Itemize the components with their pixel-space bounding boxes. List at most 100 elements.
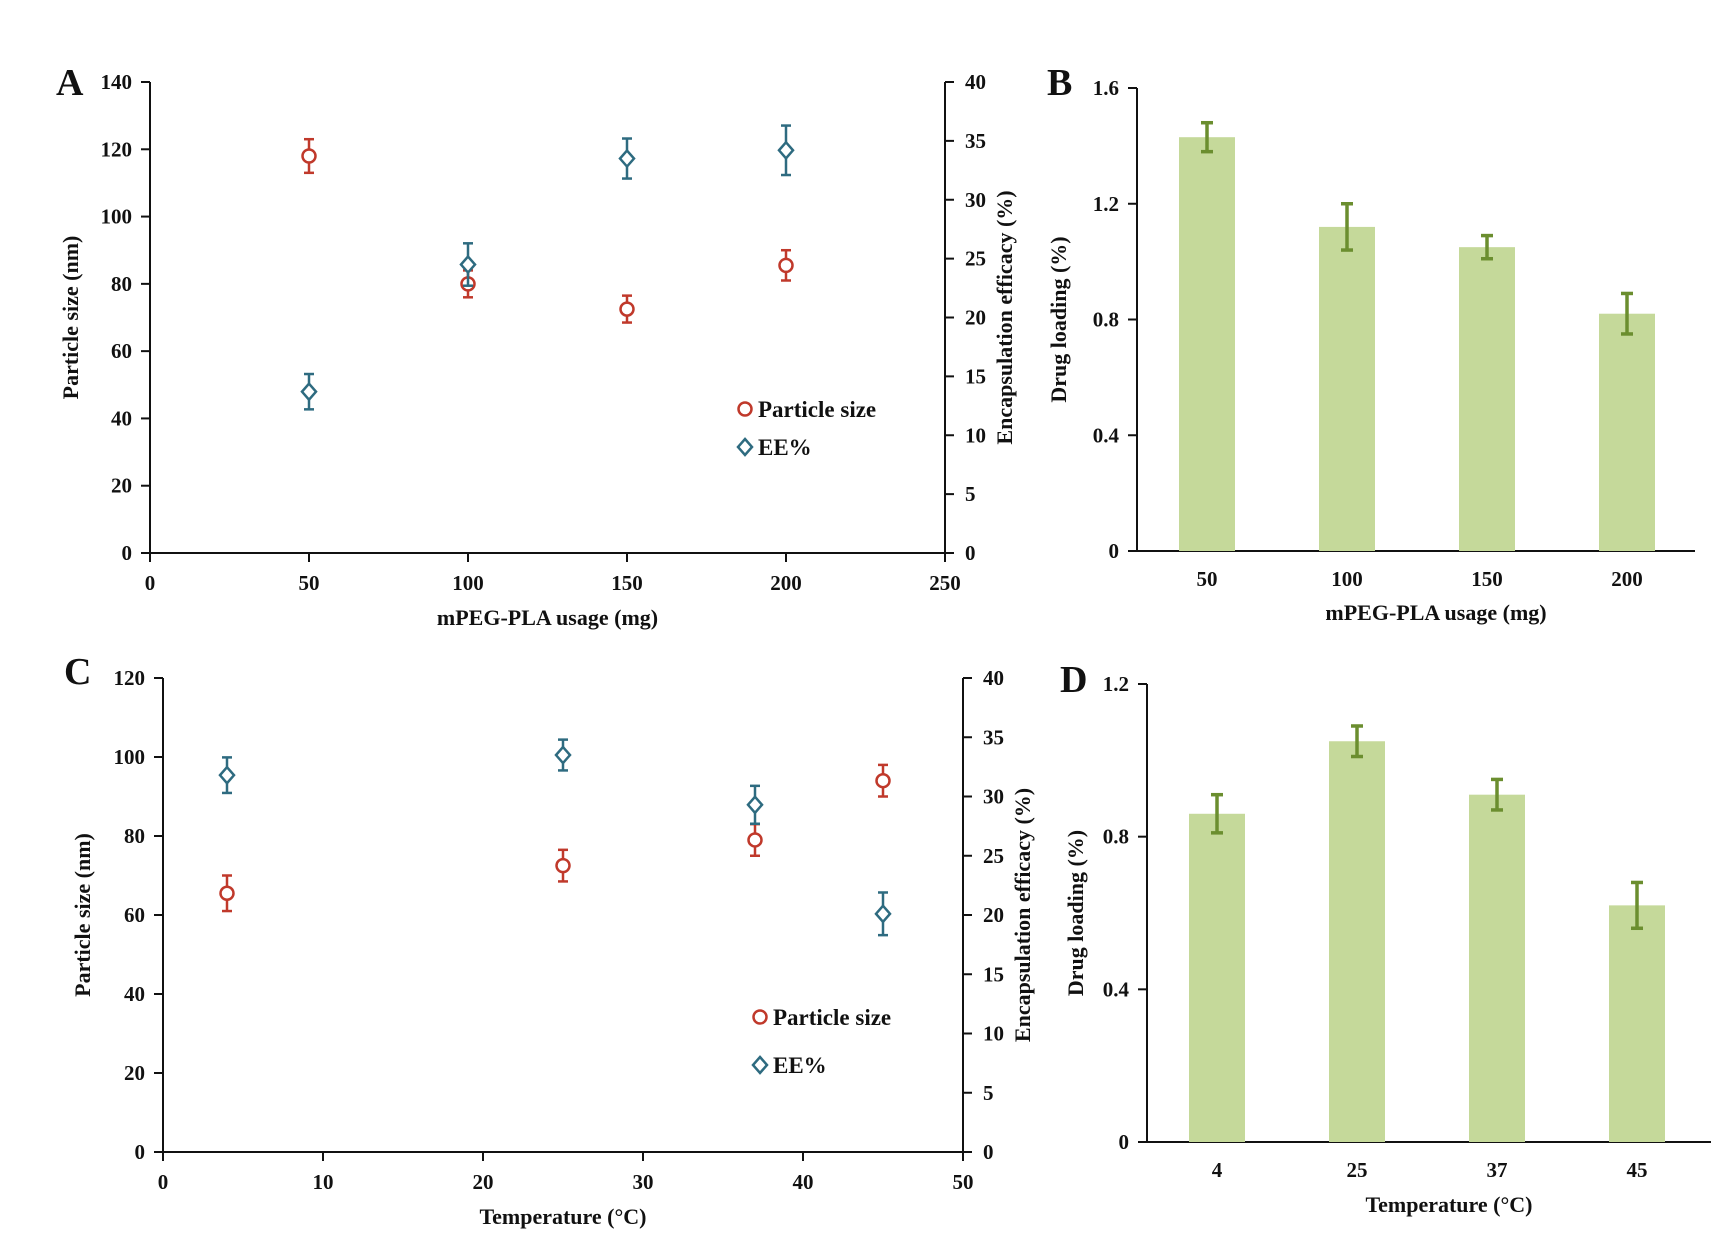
legend: Particle size EE%: [736, 397, 876, 460]
y-axis-title: Drug loading (%): [1063, 830, 1088, 996]
y2-tick-label: 25: [965, 247, 986, 271]
legend-label: EE%: [758, 435, 812, 460]
y-tick-label: 60: [111, 339, 132, 363]
y2-tick-label: 10: [983, 1022, 1004, 1046]
legend-marker-circle: [737, 401, 753, 417]
x-axis-title: Temperature (°C): [1365, 1192, 1532, 1217]
y-tick-label: 0: [122, 541, 133, 565]
y-tick-label: 100: [114, 745, 146, 769]
x-tick-label: 0: [145, 571, 156, 595]
y2-tick-label: 25: [983, 844, 1004, 868]
y2-tick-label: 35: [983, 725, 1004, 749]
series-ee: [218, 738, 892, 937]
panel-letter: B: [1047, 62, 1072, 104]
y-tick-label: 100: [101, 205, 133, 229]
data-point-circle: [747, 832, 763, 848]
y-tick-label: 20: [111, 474, 132, 498]
panel-B: B 0 0.4 0.8 1.2 1.6 Drug loading (%) mPEG-PLA u…: [1046, 62, 1695, 625]
legend-label: Particle size: [773, 1005, 891, 1030]
data-point-diamond: [746, 794, 764, 815]
y-tick-label: 1.2: [1103, 672, 1129, 696]
y-tick-label: 140: [101, 70, 133, 94]
bar: [1599, 313, 1655, 551]
y-tick-label: 0: [1109, 539, 1120, 563]
x-tick-label: 37: [1487, 1158, 1508, 1182]
data-point-circle: [301, 148, 317, 164]
x-tick-label: 4: [1212, 1158, 1223, 1182]
y-tick-label: 0: [1119, 1130, 1130, 1154]
panel-letter: A: [56, 62, 84, 104]
data-point-diamond: [218, 765, 236, 786]
data-point-circle: [555, 857, 571, 874]
y2-tick-label: 40: [983, 666, 1004, 690]
bar: [1179, 137, 1235, 551]
y2-axis-title: Encapsulation efficacy (%): [1010, 788, 1035, 1042]
x-tick-label: 150: [611, 571, 643, 595]
y2-tick-label: 5: [965, 482, 976, 506]
y2-tick-label: 0: [983, 1140, 994, 1164]
x-tick-label: 0: [158, 1170, 169, 1194]
x-tick-label: 20: [473, 1170, 494, 1194]
legend-marker-diamond: [751, 1055, 769, 1075]
x-axis-title: Temperature (°C): [479, 1204, 646, 1229]
y-axis-title: Particle size (nm): [58, 236, 83, 400]
legend-marker-diamond: [736, 437, 754, 457]
y-tick-label: 120: [101, 137, 133, 161]
x-tick-label: 150: [1471, 567, 1503, 591]
series-ee: [300, 124, 795, 411]
y2-tick-label: 20: [983, 903, 1004, 927]
series-particle-size: [301, 137, 794, 324]
data-point-circle: [619, 301, 635, 317]
panel-letter: C: [64, 651, 91, 693]
x-tick-label: 45: [1627, 1158, 1648, 1182]
y2-tick-label: 20: [965, 306, 986, 330]
x-tick-label: 50: [299, 571, 320, 595]
y2-tick-label: 5: [983, 1081, 994, 1105]
data-point-diamond: [459, 254, 477, 275]
y-tick-label: 0.8: [1103, 825, 1129, 849]
x-tick-label: 50: [1197, 567, 1218, 591]
y2-axis-title: Encapsulation efficacy (%): [992, 190, 1017, 444]
y2-tick-label: 30: [965, 188, 986, 212]
y2-tick-label: 15: [983, 962, 1004, 986]
x-tick-label: 30: [633, 1170, 654, 1194]
y2-tick-label: 0: [965, 541, 976, 565]
bar: [1319, 226, 1375, 551]
y-axis-title: Particle size (nm): [70, 833, 95, 997]
data-point-circle: [219, 885, 235, 902]
panel-D: D 0 0.4 0.8 1.2 Drug loading (%) Temperature (…: [1060, 659, 1711, 1217]
data-point-diamond: [554, 745, 572, 765]
data-point-diamond: [874, 903, 892, 924]
legend-label: Particle size: [758, 397, 876, 422]
y2-tick-label: 40: [965, 70, 986, 94]
y-tick-label: 40: [111, 406, 132, 430]
data-point-circle: [778, 257, 794, 274]
bar: [1329, 741, 1385, 1142]
data-point-diamond: [777, 140, 795, 161]
y-tick-label: 0: [135, 1140, 146, 1164]
y-tick-label: 1.2: [1093, 192, 1119, 216]
y-tick-label: 0.4: [1103, 977, 1130, 1001]
y2-tick-label: 35: [965, 129, 986, 153]
x-tick-label: 25: [1347, 1158, 1368, 1182]
y-axis-title: Drug loading (%): [1046, 236, 1071, 402]
x-axis-title: mPEG-PLA usage (mg): [437, 605, 658, 630]
y2-tick-label: 15: [965, 364, 986, 388]
y-tick-label: 120: [114, 666, 146, 690]
y-tick-label: 60: [124, 903, 145, 927]
data-point-circle: [875, 772, 891, 789]
x-tick-label: 40: [793, 1170, 814, 1194]
data-point-diamond: [300, 381, 318, 402]
legend: Particle size EE%: [751, 1005, 891, 1078]
x-tick-label: 250: [929, 571, 961, 595]
legend-marker-circle: [752, 1009, 768, 1025]
y-tick-label: 1.6: [1093, 76, 1119, 100]
x-tick-label: 100: [1331, 567, 1363, 591]
data-point-diamond: [618, 148, 636, 169]
bar: [1189, 813, 1245, 1142]
x-axis-title: mPEG-PLA usage (mg): [1325, 600, 1546, 625]
y2-tick-label: 10: [965, 423, 986, 447]
y-tick-label: 80: [111, 272, 132, 296]
y2-tick-label: 30: [983, 785, 1004, 809]
y-tick-label: 80: [124, 824, 145, 848]
